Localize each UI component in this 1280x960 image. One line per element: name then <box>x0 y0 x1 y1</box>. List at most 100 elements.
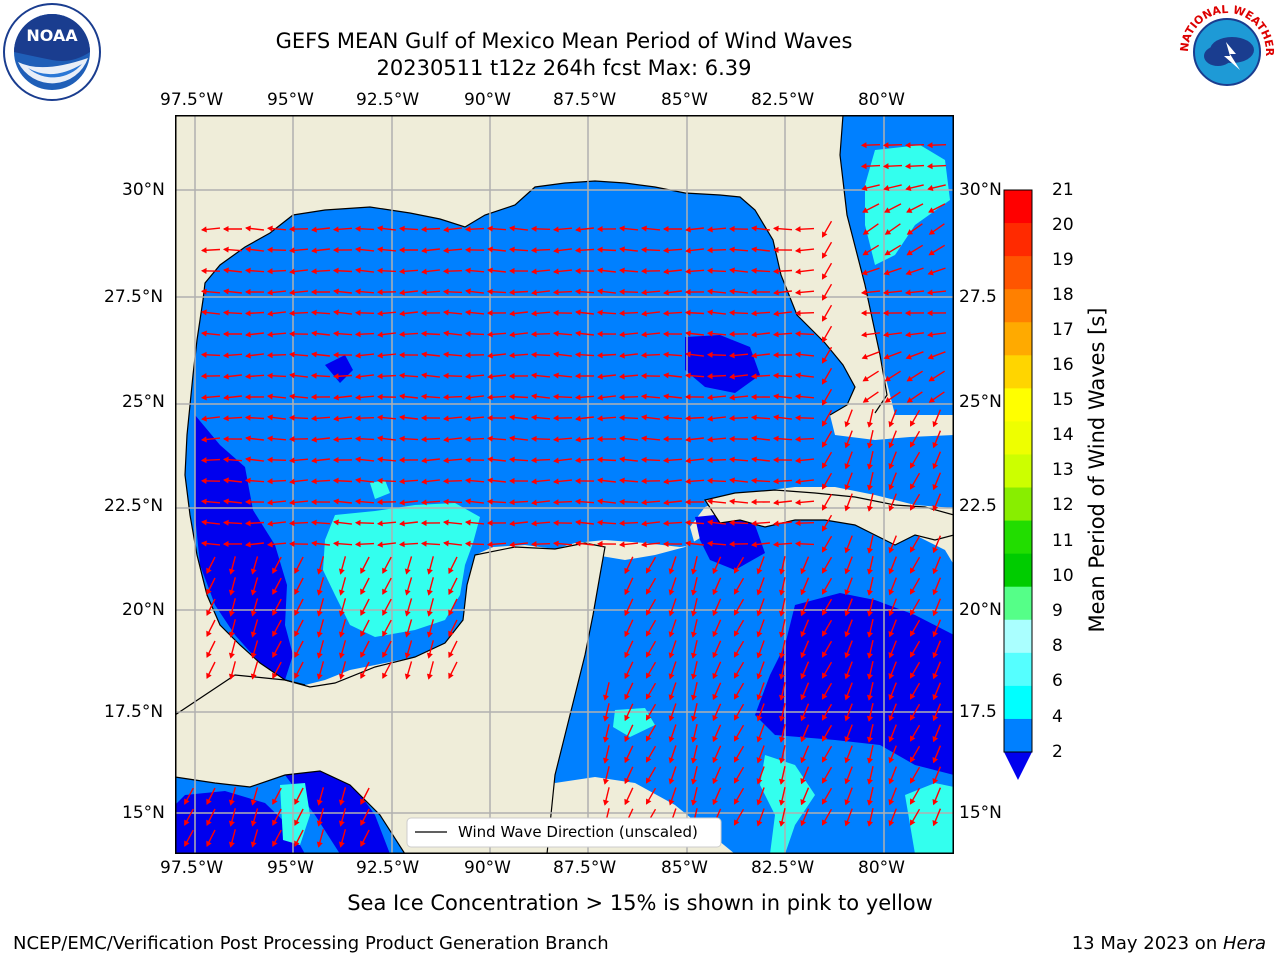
wave-direction-arrowhead <box>640 499 647 506</box>
wave-direction-arrowhead <box>602 778 609 785</box>
wave-direction-arrowhead <box>442 415 449 422</box>
wave-direction-arrowhead <box>728 352 735 359</box>
wave-direction-arrowhead <box>443 226 449 233</box>
wave-direction-arrowhead <box>756 694 763 701</box>
wave-direction-arrowhead <box>640 456 647 463</box>
wave-direction-arrowhead <box>733 798 740 805</box>
wave-direction-arrowhead <box>905 185 912 192</box>
lon-label-bottom: 87.5°W <box>553 858 617 878</box>
wave-direction-arrowhead <box>690 694 697 701</box>
wave-direction-arrowhead <box>844 463 851 470</box>
wave-direction-arrowhead <box>906 375 913 382</box>
colorbar-block <box>1004 322 1032 356</box>
wave-direction-arrowhead <box>201 415 207 422</box>
wave-direction-arrowhead <box>509 310 515 317</box>
wave-direction-arrowhead <box>800 589 807 596</box>
wave-direction-arrowhead <box>487 352 493 359</box>
colorbar-block <box>1004 388 1032 422</box>
wave-direction-arrowhead <box>266 541 273 548</box>
wave-direction-arrowhead <box>756 652 763 659</box>
wave-direction-arrowhead <box>245 331 251 338</box>
wave-direction-arrowhead <box>909 420 916 427</box>
wave-direction-arrowhead <box>866 442 873 449</box>
wave-direction-arrowhead <box>800 778 807 785</box>
footer-host: Hera <box>1222 933 1266 954</box>
wave-direction-arrowhead <box>866 778 873 785</box>
wave-direction-arrowhead <box>909 651 916 658</box>
wave-direction-arrowhead <box>272 588 278 595</box>
wave-direction-arrowhead <box>844 694 851 701</box>
wave-direction-arrowhead <box>685 540 691 547</box>
wave-direction-arrowhead <box>530 541 537 548</box>
wave-direction-arrowhead <box>354 415 361 422</box>
wave-direction-arrowhead <box>844 484 851 491</box>
wave-direction-arrowhead <box>377 225 383 232</box>
wave-direction-arrowhead <box>706 477 713 484</box>
wave-direction-arrowhead <box>882 163 889 170</box>
wave-direction-arrowhead <box>866 505 873 512</box>
wave-direction-arrowhead <box>574 457 581 464</box>
wave-direction-arrowhead <box>288 247 295 254</box>
map-frame <box>175 115 954 854</box>
wave-direction-arrowhead <box>316 568 323 575</box>
wave-direction-arrowhead <box>360 672 366 679</box>
lat-label-right: 20°N <box>959 600 1002 620</box>
wave-direction-arrowhead <box>354 394 361 401</box>
wave-direction-arrowhead <box>382 651 388 658</box>
wave-direction-arrowhead <box>426 631 433 638</box>
wave-direction-arrowhead <box>272 651 278 658</box>
wave-direction-arrowhead <box>866 673 873 680</box>
wave-direction-arrowhead <box>662 414 669 421</box>
wave-direction-arrowhead <box>310 498 317 506</box>
wave-direction-arrowhead <box>404 589 411 596</box>
wave-direction-arrowhead <box>821 231 828 238</box>
wave-direction-arrowhead <box>905 269 912 276</box>
wave-direction-arrowhead <box>200 457 207 464</box>
wave-direction-arrowhead <box>530 351 537 358</box>
wave-direction-arrowhead <box>844 715 851 722</box>
wave-direction-arrowhead <box>552 289 559 296</box>
wave-direction-arrowhead <box>690 568 697 575</box>
wave-direction-arrowhead <box>222 540 229 548</box>
wave-direction-arrowhead <box>267 310 273 317</box>
wave-direction-arrowhead <box>266 372 273 379</box>
wave-direction-arrowhead <box>266 435 273 442</box>
wave-direction-arrowhead <box>487 246 493 253</box>
wave-direction-arrowhead <box>906 249 913 256</box>
wave-direction-arrowhead <box>904 310 911 317</box>
wave-direction-arrowhead <box>200 498 207 505</box>
wave-direction-arrowhead <box>888 757 895 764</box>
wave-field-high-1 <box>323 503 480 637</box>
wave-direction-arrowhead <box>222 415 229 422</box>
wave-direction-arrowhead <box>355 477 361 484</box>
wave-direction-arrowhead <box>905 353 912 360</box>
wave-direction-arrowhead <box>729 373 735 380</box>
wave-direction-arrowhead <box>200 267 207 274</box>
wave-direction-arrowhead <box>884 249 891 256</box>
wave-direction-arrowhead <box>223 394 229 401</box>
wave-direction-arrowhead <box>288 226 295 233</box>
lat-label-left: 17.5°N <box>104 702 164 722</box>
wave-direction-arrowhead <box>618 414 625 421</box>
wave-direction-arrowhead <box>245 246 251 253</box>
wave-direction-arrowhead <box>206 840 212 847</box>
colorbar-tick: 12 <box>1052 495 1074 515</box>
wave-direction-arrowhead <box>861 269 868 276</box>
wave-direction-arrowhead <box>750 288 757 296</box>
wave-direction-arrowhead <box>272 630 278 637</box>
wave-direction-arrowhead <box>354 519 361 526</box>
wave-direction-arrowhead <box>382 630 388 637</box>
wave-direction-arrowhead <box>821 777 828 784</box>
wave-direction-arrowhead <box>288 457 295 464</box>
wind-wave-arrows <box>184 142 947 848</box>
wave-direction-arrowhead <box>778 673 785 680</box>
wave-direction-arrowhead <box>928 229 936 235</box>
wave-direction-arrowhead <box>926 310 933 317</box>
wave-direction-arrowhead <box>778 610 785 617</box>
wave-direction-arrowhead <box>750 373 757 380</box>
wave-direction-arrowhead <box>685 436 691 443</box>
wave-field-high-6 <box>280 783 310 845</box>
wave-direction-arrowhead <box>244 394 251 401</box>
wave-direction-arrowhead <box>888 484 895 491</box>
wave-direction-arrowhead <box>794 520 801 527</box>
